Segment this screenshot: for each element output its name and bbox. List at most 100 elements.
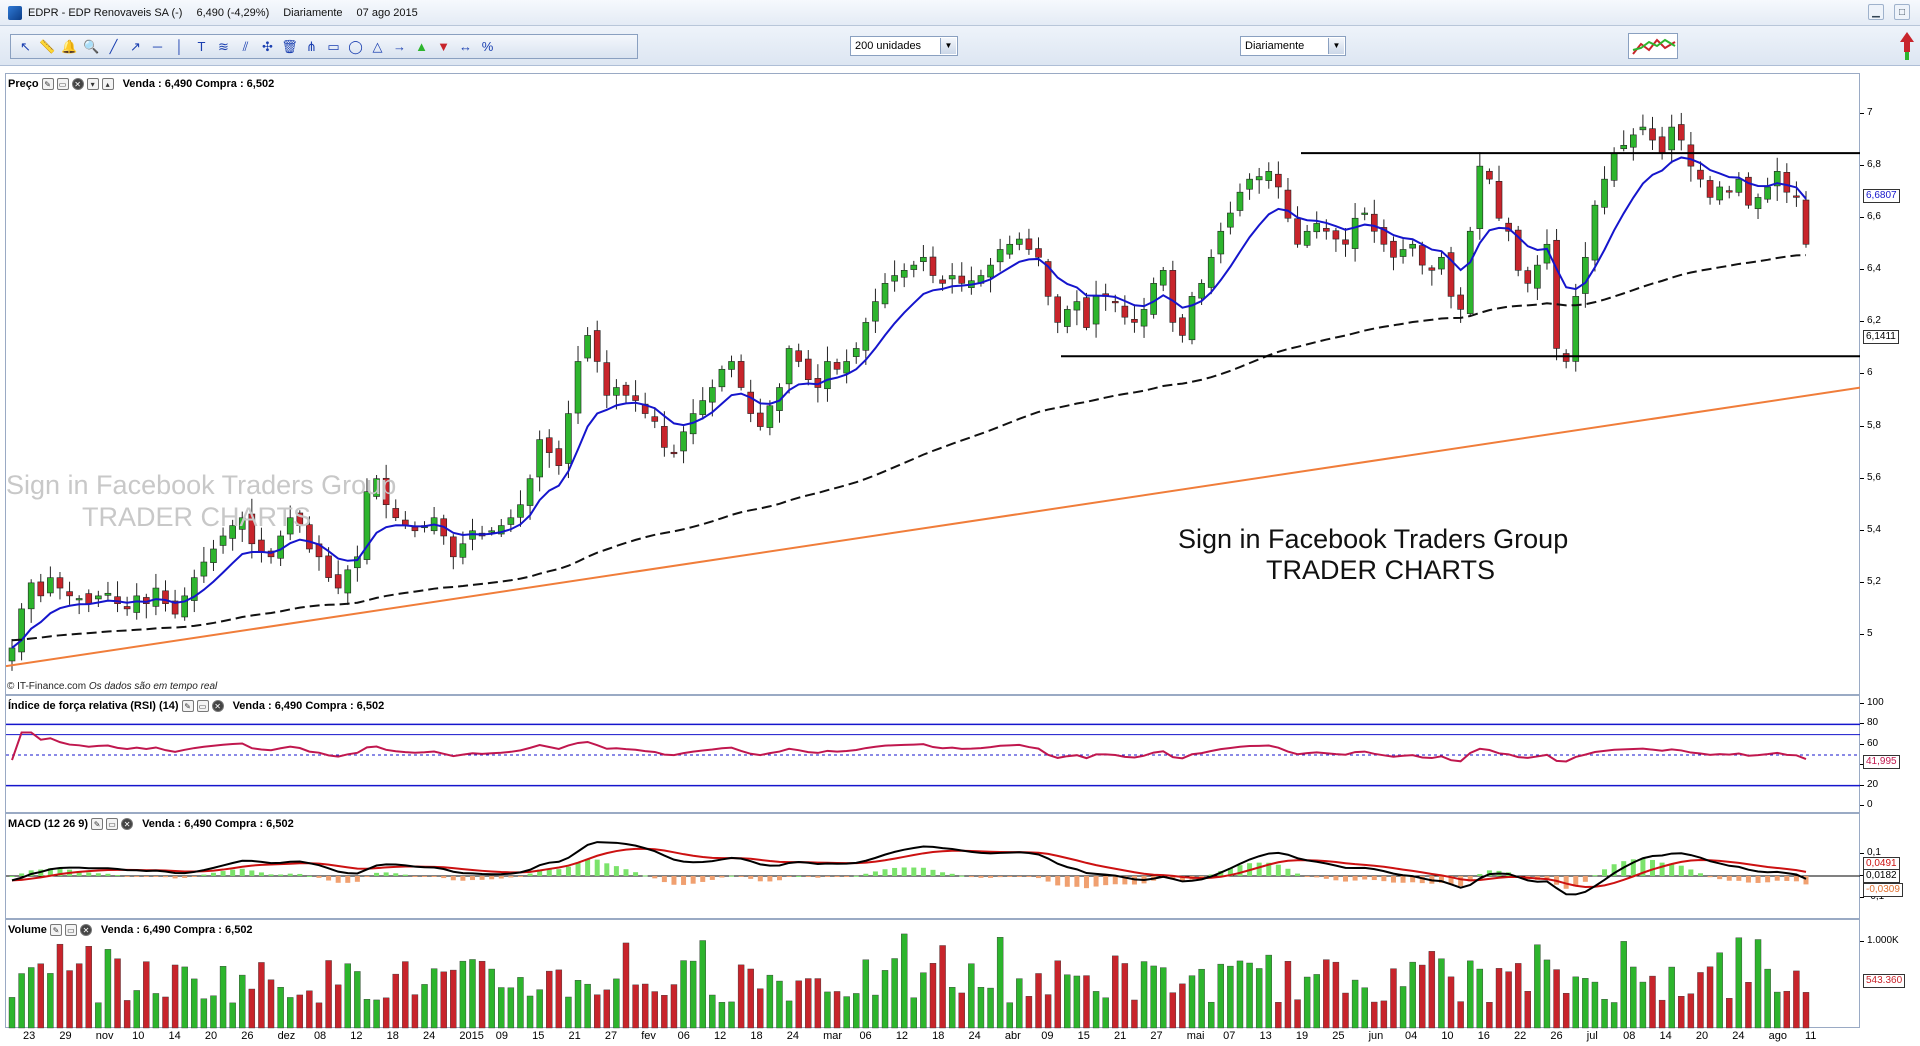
period-select[interactable]: Diariamente ▼ xyxy=(1240,36,1346,56)
volume-bar xyxy=(1390,968,1397,1029)
date-tick-label: 12 xyxy=(350,1030,363,1042)
bell-icon[interactable]: 🔔 xyxy=(61,38,78,54)
window-icon[interactable]: ▭ xyxy=(56,78,69,90)
volume-axis-label: 1.000K xyxy=(1867,935,1899,946)
volume-pane[interactable]: Volume ✎ ▭ ✕ Venda : 6,490 Compra : 6,50… xyxy=(5,919,1860,1029)
triangle-icon[interactable]: △ xyxy=(372,38,383,54)
wrench-icon[interactable]: ✎ xyxy=(181,700,194,712)
candle-body xyxy=(1745,176,1752,206)
macd-histogram-bar xyxy=(1064,876,1070,887)
candle-body xyxy=(8,647,16,662)
rsi-axis-tick xyxy=(1860,764,1864,766)
volume-bar xyxy=(1150,965,1157,1029)
pane-down-icon[interactable]: ▾ xyxy=(86,78,99,90)
arrow-icon[interactable]: → xyxy=(393,39,406,54)
candle-body xyxy=(1687,144,1695,167)
chevron-down-icon[interactable]: ▼ xyxy=(1328,38,1344,54)
range-icon[interactable]: ↔ xyxy=(459,39,472,54)
volume-bar xyxy=(1265,954,1272,1029)
window-icon[interactable]: ▭ xyxy=(196,700,209,712)
candle-body xyxy=(1111,301,1119,304)
sma-value-label: 6,1411 xyxy=(1863,330,1899,345)
date-tick-label: 26 xyxy=(241,1030,254,1042)
volume-bar xyxy=(929,963,937,1029)
pin-icon[interactable] xyxy=(1896,30,1918,62)
close-icon[interactable]: ✕ xyxy=(121,818,134,830)
fib-icon[interactable]: ≋ xyxy=(218,38,229,54)
minimize-icon[interactable]: ▁ xyxy=(1868,4,1884,20)
horizontal-line-icon[interactable]: ─ xyxy=(152,39,163,54)
units-select[interactable]: 200 unidades ▼ xyxy=(850,36,958,56)
pane-up-icon[interactable]: ▴ xyxy=(101,78,114,90)
close-icon[interactable]: ✕ xyxy=(211,700,224,712)
volume-bar xyxy=(1754,939,1762,1029)
wrench-icon[interactable]: ✎ xyxy=(41,78,54,90)
candle-body xyxy=(344,569,352,594)
candle-body xyxy=(497,525,505,535)
volume-bar xyxy=(565,996,572,1029)
ellipse-icon[interactable]: ◯ xyxy=(348,38,363,54)
date-tick-label: 19 xyxy=(1295,1030,1309,1042)
text-icon[interactable]: T xyxy=(197,39,206,54)
up-arrow-icon[interactable]: ▲ xyxy=(415,39,428,54)
macd-histogram-bar xyxy=(834,876,840,877)
volume-bar xyxy=(1802,992,1810,1029)
candle-body xyxy=(210,548,217,563)
wrench-icon[interactable]: ✎ xyxy=(49,924,62,936)
date-tick-label: 15 xyxy=(1077,1030,1090,1042)
volume-bar xyxy=(498,987,505,1029)
volume-bar xyxy=(853,993,860,1029)
price-pane[interactable]: Preço ✎ ▭ ✕ ▾ ▴ Venda : 6,490 Compra : 6… xyxy=(5,73,1861,695)
macd-histogram-bar xyxy=(1026,876,1032,877)
vertical-line-icon[interactable]: │ xyxy=(175,39,184,54)
volume-bar xyxy=(1649,975,1656,1029)
close-icon[interactable]: ✕ xyxy=(79,924,92,936)
macd-histogram-bar xyxy=(1592,875,1598,877)
price-axis-tick xyxy=(1860,269,1864,271)
down-arrow-icon[interactable]: ▼ xyxy=(437,39,450,54)
macd-histogram-bar xyxy=(345,876,351,883)
candle-body xyxy=(1054,296,1062,323)
zoom-icon[interactable]: 🔍 xyxy=(83,38,100,54)
macd-histogram-bar xyxy=(872,871,878,876)
rectangle-icon[interactable]: ▭ xyxy=(327,38,340,54)
trendline-icon[interactable]: ╱ xyxy=(109,38,118,54)
macd-histogram-bar xyxy=(863,873,869,876)
macd-histogram-bar xyxy=(1697,873,1703,876)
magnet-icon[interactable]: ✣ xyxy=(262,38,273,54)
volume-bar xyxy=(795,980,802,1029)
volume-bar xyxy=(996,937,1004,1029)
ray-icon[interactable]: ↗ xyxy=(130,38,141,54)
window-icon[interactable]: ▭ xyxy=(64,924,77,936)
maximize-icon[interactable]: □ xyxy=(1894,4,1910,20)
macd-pane[interactable]: MACD (12 26 9) ✎ ▭ ✕ Venda : 6,490 Compr… xyxy=(5,813,1861,919)
channel-icon[interactable]: ⫽ xyxy=(242,38,249,54)
percent-icon[interactable]: % xyxy=(481,39,494,54)
date-tick-label: 24 xyxy=(786,1030,799,1042)
macd-histogram-bar xyxy=(1477,874,1483,876)
wrench-icon[interactable]: ✎ xyxy=(91,818,104,830)
window-icon[interactable]: ▭ xyxy=(106,818,119,830)
pane-title: Índice de força relativa (RSI) (14) xyxy=(8,700,179,712)
volume-bar xyxy=(248,988,256,1029)
pitchfork-icon[interactable]: ⋔ xyxy=(306,38,317,54)
ruler-icon[interactable]: 📏 xyxy=(39,38,56,54)
chevron-down-icon[interactable]: ▼ xyxy=(940,38,956,54)
volume-bar xyxy=(1524,991,1531,1029)
trash-icon[interactable]: 🗑 xyxy=(281,38,298,54)
macd-histogram-bar xyxy=(1419,876,1425,884)
macd-histogram-bar xyxy=(364,876,370,877)
candle-body xyxy=(929,256,937,276)
candle-body xyxy=(1553,239,1560,349)
candle-body xyxy=(872,301,879,322)
volume-bar xyxy=(1572,976,1579,1029)
candle-body xyxy=(603,362,611,396)
chart-type-icon[interactable] xyxy=(1628,33,1678,59)
cursor-icon[interactable]: ↖ xyxy=(20,38,31,54)
macd-histogram-bar xyxy=(949,873,955,876)
volume-bar xyxy=(661,995,668,1029)
close-icon[interactable]: ✕ xyxy=(71,78,84,90)
date-tick-label: dez xyxy=(277,1030,296,1042)
candle-body xyxy=(900,270,908,278)
rsi-pane[interactable]: Índice de força relativa (RSI) (14) ✎ ▭ … xyxy=(5,695,1861,813)
